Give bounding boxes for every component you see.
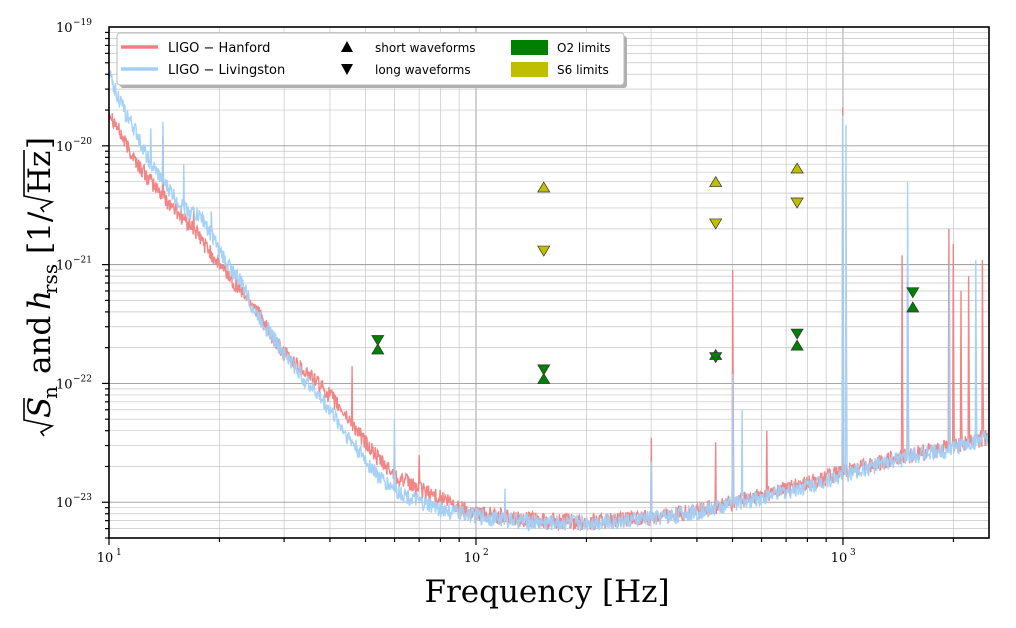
legend-hanford-label: LIGO − Hanford bbox=[168, 41, 270, 56]
legend-long-label: long waveforms bbox=[375, 63, 471, 77]
s6-limit-marker-down bbox=[537, 245, 551, 257]
y-tick-label: 10 bbox=[56, 377, 73, 392]
x-tick-label-exp: 2 bbox=[483, 548, 489, 558]
marker-layer bbox=[371, 162, 920, 384]
y-label-h: h bbox=[22, 290, 58, 310]
y-label-and: and bbox=[22, 316, 58, 374]
legend-box bbox=[116, 32, 625, 86]
s6-limit-marker-up bbox=[709, 175, 723, 187]
legend: LIGO − Hanford LIGO − Livingston short w… bbox=[116, 32, 627, 88]
y-tick-label-exp: −23 bbox=[73, 493, 92, 503]
y-tick-label: 10 bbox=[56, 496, 73, 511]
tick-layer bbox=[102, 31, 955, 545]
y-tick-label: 10 bbox=[56, 259, 73, 274]
s6-limit-marker-up bbox=[790, 162, 804, 174]
y-label-unit-close: ] bbox=[22, 137, 58, 149]
s6-limit-marker-up bbox=[537, 181, 551, 193]
y-tick-label: 10 bbox=[56, 140, 73, 155]
y-tick-label-exp: −19 bbox=[73, 18, 92, 28]
x-tick-label-exp: 3 bbox=[850, 548, 856, 558]
triangle-up-icon bbox=[341, 41, 353, 52]
x-axis-label: Frequency [Hz] bbox=[424, 574, 669, 610]
triangle-down-icon bbox=[341, 64, 353, 75]
y-label-sub-rss: rss bbox=[38, 264, 62, 294]
series-line-livingston bbox=[109, 70, 989, 532]
o2-limit-marker-up bbox=[371, 343, 385, 355]
s6-limit-marker-down bbox=[790, 197, 804, 209]
x-tick-label-exp: 1 bbox=[116, 548, 122, 558]
y-tick-label-exp: −20 bbox=[73, 137, 92, 147]
legend-short-label: short waveforms bbox=[375, 41, 476, 55]
y-label-s: S bbox=[22, 397, 58, 418]
legend-o2-swatch bbox=[511, 40, 548, 55]
o2-limit-marker-up bbox=[537, 372, 551, 384]
legend-s6-swatch bbox=[511, 62, 548, 77]
o2-limit-marker-down bbox=[790, 328, 804, 340]
series-layer bbox=[109, 70, 989, 532]
o2-limit-marker-down bbox=[371, 335, 385, 347]
y-label-unit-open: [1/ bbox=[22, 211, 58, 254]
y-label-sub-n: n bbox=[38, 386, 62, 399]
y-tick-label-exp: −21 bbox=[73, 256, 92, 266]
o2-limit-marker-up bbox=[906, 301, 920, 313]
y-tick-label: 10 bbox=[56, 21, 73, 36]
o2-limit-marker-down bbox=[537, 364, 551, 376]
sqrt-sign-icon bbox=[23, 150, 55, 213]
y-tick-label-exp: −22 bbox=[73, 374, 92, 384]
o2-limit-marker-down bbox=[906, 287, 920, 299]
sqrt-sign-icon bbox=[23, 398, 55, 437]
x-tick-label: 10 bbox=[97, 551, 114, 566]
y-axis-label: S n and h rss [1/ Hz ] bbox=[22, 137, 62, 437]
o2-limit-marker-up bbox=[790, 339, 804, 351]
x-tick-label: 10 bbox=[464, 551, 481, 566]
legend-s6-label: S6 limits bbox=[557, 63, 609, 77]
legend-livingston-label: LIGO − Livingston bbox=[168, 63, 285, 78]
o2-limit-marker-down bbox=[709, 352, 723, 364]
s6-limit-marker-down bbox=[709, 218, 723, 230]
x-tick-label: 10 bbox=[831, 551, 848, 566]
y-label-unit-hz: Hz bbox=[22, 151, 58, 194]
legend-o2-label: O2 limits bbox=[557, 41, 611, 55]
